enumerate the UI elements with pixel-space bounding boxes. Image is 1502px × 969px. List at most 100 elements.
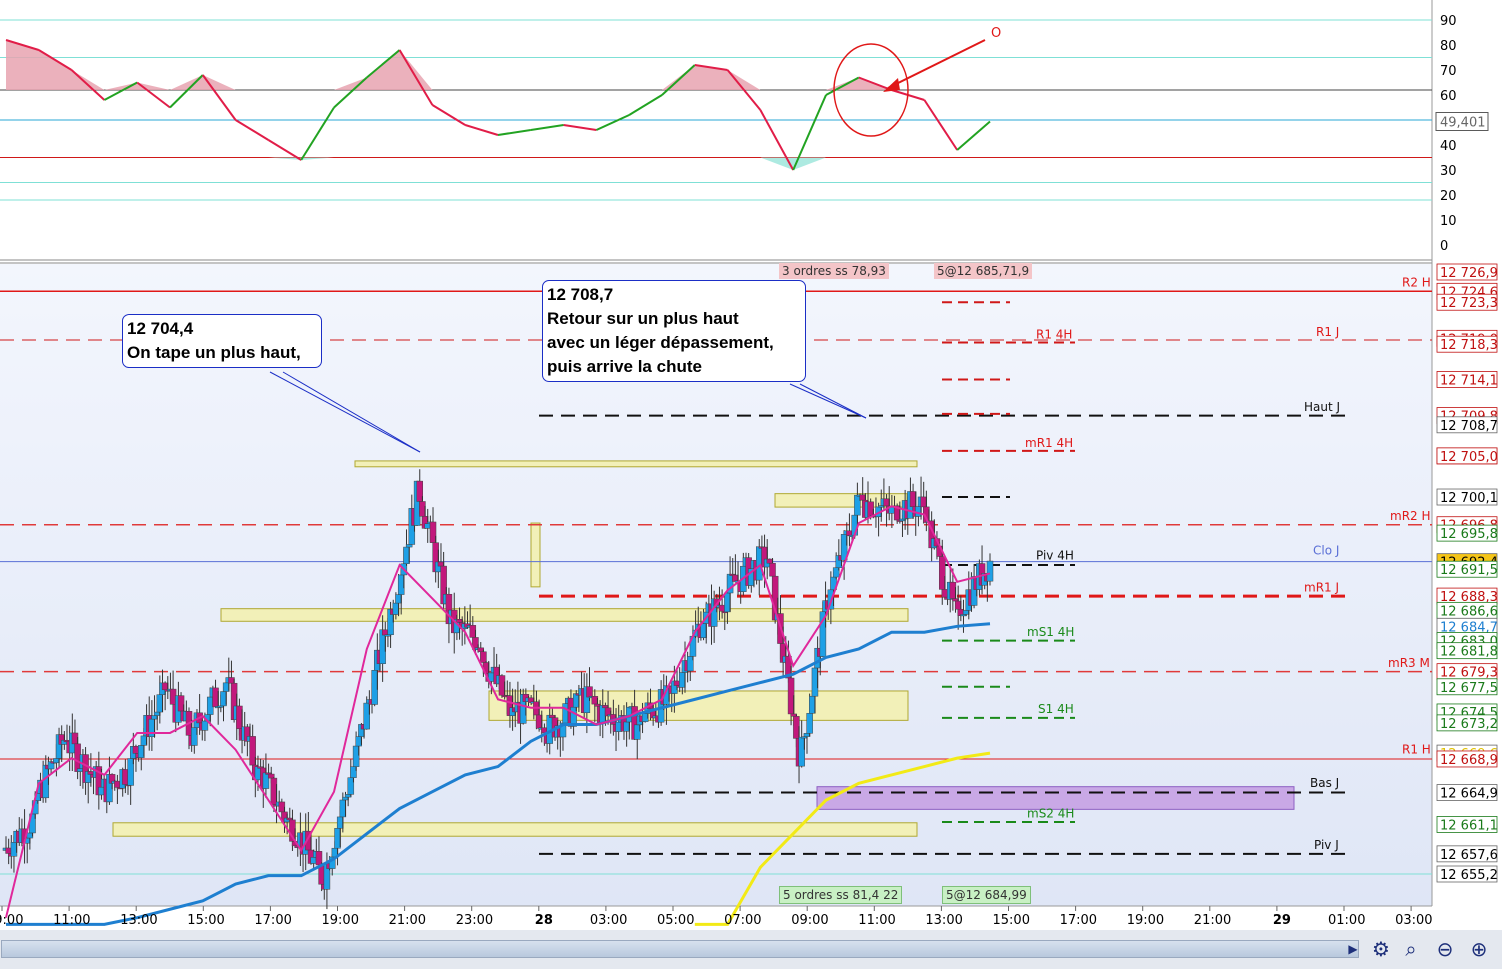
candle-body xyxy=(687,656,694,672)
level-label: R1 4H xyxy=(1036,328,1072,342)
candle-body xyxy=(395,594,402,604)
time-axis-label: 21:00 xyxy=(1194,913,1231,928)
candle-body xyxy=(339,799,347,818)
candle-body xyxy=(419,501,426,517)
annotation-2-line2: Retour sur un plus haut xyxy=(547,309,739,328)
rsi-annotation-letter: O xyxy=(991,26,1001,41)
candle-body xyxy=(456,619,463,623)
ema-slow-line xyxy=(6,622,991,926)
price-axis-tag xyxy=(1436,371,1498,388)
rsi-line-segment xyxy=(300,106,335,161)
time-axis-label: 09:00 xyxy=(791,913,828,928)
order-tag-bottom-right[interactable]: 5@12 684,99 xyxy=(942,886,1031,904)
candle-body xyxy=(498,675,506,696)
candle-body xyxy=(437,561,445,567)
time-axis-label: 09:00 xyxy=(0,913,23,928)
price-axis-label: 12 677,5 xyxy=(1440,681,1498,696)
price-zone xyxy=(220,608,909,622)
candle-body xyxy=(53,758,60,764)
annotation-2-pointer-2 xyxy=(799,383,867,419)
candle-body xyxy=(429,521,437,543)
ema-fast-line xyxy=(5,505,991,918)
rsi-line-segment xyxy=(759,109,795,171)
price-axis-label: 12 664,9 xyxy=(1440,787,1498,802)
rsi-line-segment xyxy=(661,64,696,96)
candle-body xyxy=(766,558,774,564)
candle-body xyxy=(156,694,164,713)
order-tag-bottom-left[interactable]: 5 ordres ss 81,4 22 xyxy=(779,886,903,904)
rsi-tick-label: 70 xyxy=(1440,64,1457,79)
candle-body xyxy=(549,714,556,718)
rsi-line-segment xyxy=(103,81,138,101)
rsi-line-segment xyxy=(628,94,663,116)
level-label: mR1 4H xyxy=(1025,436,1073,450)
zoom-in-icon[interactable]: ⊕ xyxy=(1470,937,1488,961)
annotation-1-line1: 12 704,4 xyxy=(127,319,194,338)
scroll-right-icon[interactable]: ▶ xyxy=(1348,942,1358,956)
candle-body xyxy=(586,686,593,698)
candle-body xyxy=(920,496,927,508)
rsi-tick-label: 40 xyxy=(1440,139,1457,154)
time-axis-label: 07:00 xyxy=(724,913,761,928)
rsi-current-value: 49,401 xyxy=(1440,116,1486,131)
price-axis-tag xyxy=(1436,642,1498,660)
price-axis-label: 12 673,2 xyxy=(1440,717,1498,732)
rsi-line-segment xyxy=(38,49,73,71)
candle-body xyxy=(127,758,134,786)
candle-body xyxy=(363,702,370,730)
level-label: R1 J xyxy=(1316,325,1339,339)
price-axis-tag xyxy=(1436,678,1498,696)
time-axis-label: 28 xyxy=(535,913,553,928)
level-label: R2 H xyxy=(1402,276,1431,290)
time-axis-label: 01:00 xyxy=(1328,913,1365,928)
candle-body xyxy=(909,491,917,507)
candle-body xyxy=(177,695,185,712)
price-zone xyxy=(530,522,541,588)
rsi-arrow-head xyxy=(883,78,900,92)
price-axis-label: 12 679,3 xyxy=(1440,666,1498,681)
rsi-line-segment xyxy=(398,49,434,106)
price-axis-label: 12 655,2 xyxy=(1440,868,1498,883)
candle-body xyxy=(602,705,609,709)
price-axis-tag xyxy=(1436,784,1498,801)
price-axis-label: 12 661,1 xyxy=(1440,818,1498,833)
rsi-line-segment xyxy=(497,129,531,136)
price-axis-tag xyxy=(1436,845,1498,863)
candle-body xyxy=(315,851,323,866)
price-axis-label: 12 668,9 xyxy=(1440,753,1498,768)
horizontal-scrollbar[interactable] xyxy=(1,940,1359,958)
candle-body xyxy=(201,720,209,731)
rsi-line-segment xyxy=(792,94,827,171)
level-label: mR2 H xyxy=(1390,509,1431,523)
order-tag-top-right[interactable]: 5@12 685,71,9 xyxy=(934,263,1033,279)
candle-body xyxy=(724,592,731,613)
candle-body xyxy=(350,766,357,778)
rsi-tick-label: 0 xyxy=(1440,239,1448,254)
price-axis-label: 12 714,1 xyxy=(1440,373,1498,388)
time-axis-label: 13:00 xyxy=(925,913,962,928)
zoom-fit-icon[interactable]: ⌕ xyxy=(1405,937,1417,961)
time-axis-label: 23:00 xyxy=(456,913,493,928)
price-axis-label: 12 695,8 xyxy=(1440,527,1498,542)
level-label: S1 4H xyxy=(1038,702,1074,716)
level-label: Bas J xyxy=(1310,776,1339,790)
price-axis-label: 12 691,5 xyxy=(1440,563,1498,578)
candle-body xyxy=(342,796,349,801)
rsi-line-segment xyxy=(464,124,499,136)
time-axis-label: 05:00 xyxy=(657,913,694,928)
price-axis-tag xyxy=(1436,560,1498,578)
order-tag-top-left[interactable]: 3 ordres ss 78,93 xyxy=(779,263,889,279)
zoom-out-icon[interactable]: ⊖ xyxy=(1436,937,1454,961)
annotation-1-pointer-2 xyxy=(282,371,421,453)
level-label: Piv J xyxy=(1314,838,1339,852)
rsi-line-segment xyxy=(595,114,630,131)
rsi-oversold-fill xyxy=(6,157,990,170)
rsi-line-segment xyxy=(169,74,204,109)
candle-body xyxy=(270,777,278,805)
candle-body xyxy=(809,695,816,714)
candle-body xyxy=(952,598,959,602)
annotation-box-2: 12 708,7 Retour sur un plus haut avec un… xyxy=(542,280,806,382)
chart-settings-icon[interactable]: ⚙ xyxy=(1372,937,1390,961)
price-axis-tag xyxy=(1436,524,1498,542)
